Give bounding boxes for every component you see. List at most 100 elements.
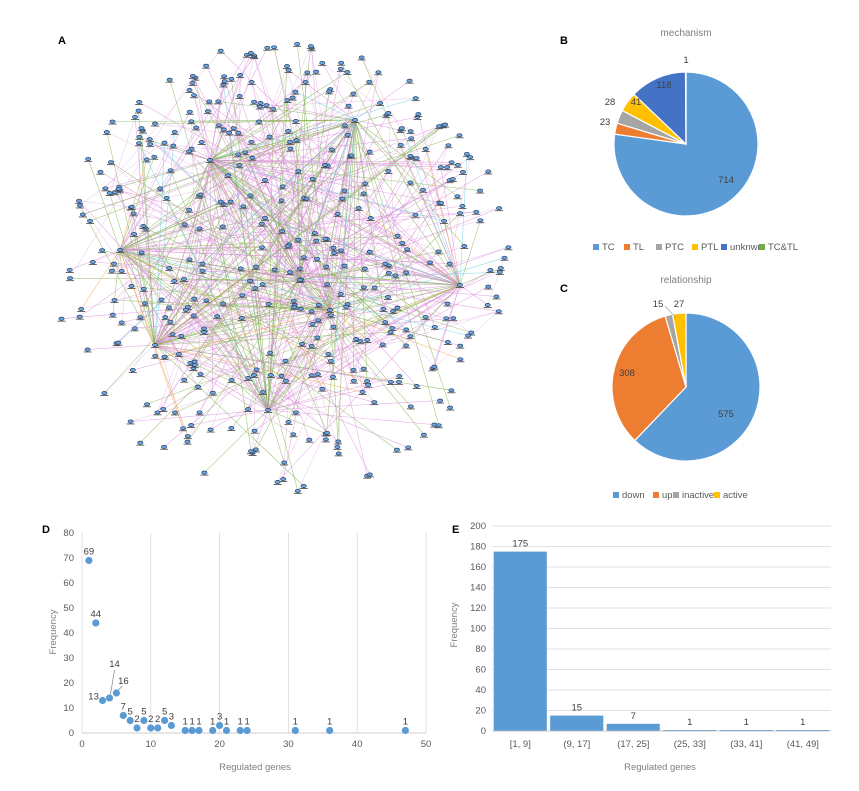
network-node-label [130,236,139,237]
network-node [293,138,300,143]
network-node [171,279,178,283]
scatter-d-data-label: 3 [217,712,222,723]
network-node [384,295,391,299]
network-node-label [186,365,195,366]
network-node-label [236,270,245,272]
network-node-label [270,271,279,273]
network-node-label [402,331,411,333]
network-edge [154,155,352,346]
network-node-label [419,191,428,193]
network-node [279,229,286,234]
network-node [408,136,415,141]
network-node-label [114,190,123,192]
network-node-label [242,56,251,58]
network-node [382,261,389,266]
network-node [403,343,410,348]
network-node [300,255,307,260]
network-node [220,127,227,132]
network-edge [267,170,389,411]
network-edge [209,97,416,161]
network-edge [119,56,255,251]
scatter-d-data-label: 7 [121,702,126,713]
bar-e-ytick: 40 [475,685,486,696]
network-node [287,139,294,144]
network-node-label [446,409,455,411]
network-node [291,305,298,310]
network-node-label [439,127,447,129]
scatter-d-data-label: 2 [134,714,139,725]
network-node-label [185,261,194,263]
network-node-label [267,377,275,378]
network-node [85,156,92,161]
network-node-label [247,143,256,145]
network-node [477,188,484,193]
network-node [292,410,299,415]
network-node [497,266,504,271]
network-edge [299,156,471,281]
legend-swatch-tl [624,244,630,250]
network-edge [141,252,301,281]
network-edge [193,367,269,411]
network-edge [262,284,461,393]
network-node-label [262,107,271,109]
network-node-label [291,123,300,124]
network-node-label [288,99,297,101]
network-node-label [382,117,391,119]
network-node-label [227,80,236,82]
network-node-label [179,430,188,432]
network-edge [164,309,331,358]
network-edge [154,72,308,346]
scatter-d-data-label: 1 [238,717,243,728]
network-node [118,320,125,325]
network-edge [267,93,354,411]
network-node [160,407,167,412]
network-edge [112,249,121,315]
network-node [319,60,326,65]
network-node-label [314,306,323,308]
network-node [294,488,301,493]
network-node-label [307,313,316,315]
network-node [251,428,258,433]
network-node-label [192,129,201,131]
network-node [431,364,438,369]
scatter-d-point [126,716,134,725]
network-edge [440,167,461,286]
network-node-label [443,305,452,307]
network-node-label [343,136,352,138]
bar-e-ylabel: Frequency [449,602,460,647]
network-node-label [200,474,209,476]
network-edge [299,271,500,281]
scatter-d-point [147,724,155,732]
bar-e-category-label: (33, 41] [730,739,762,750]
network-node-label [456,361,465,363]
network-node-label [153,414,162,416]
network-edge [154,317,166,346]
network-edge [199,228,301,281]
network-node-label [459,174,467,175]
network-node [250,373,257,378]
network-node [102,186,109,191]
network-node-label [283,102,292,103]
network-node-label [263,49,272,51]
network-node [362,181,369,186]
network-edge [459,153,468,286]
network-node [303,196,310,201]
network-node-label [160,358,169,360]
network-edge [267,158,417,411]
network-node [361,266,368,271]
network-node-label [327,317,335,319]
network-node [258,221,265,226]
network-edge [282,125,444,187]
network-node-label [195,230,204,232]
network-node-label [187,427,196,428]
network-node-label [189,370,198,371]
network-node [132,115,139,119]
scatter-d-point [154,724,162,732]
network-edge [185,309,313,325]
network-node [253,367,260,372]
network-node [314,335,321,340]
network-node [247,193,254,198]
network-node [141,301,148,306]
network-edge [299,112,389,281]
network-node-label [166,172,175,174]
